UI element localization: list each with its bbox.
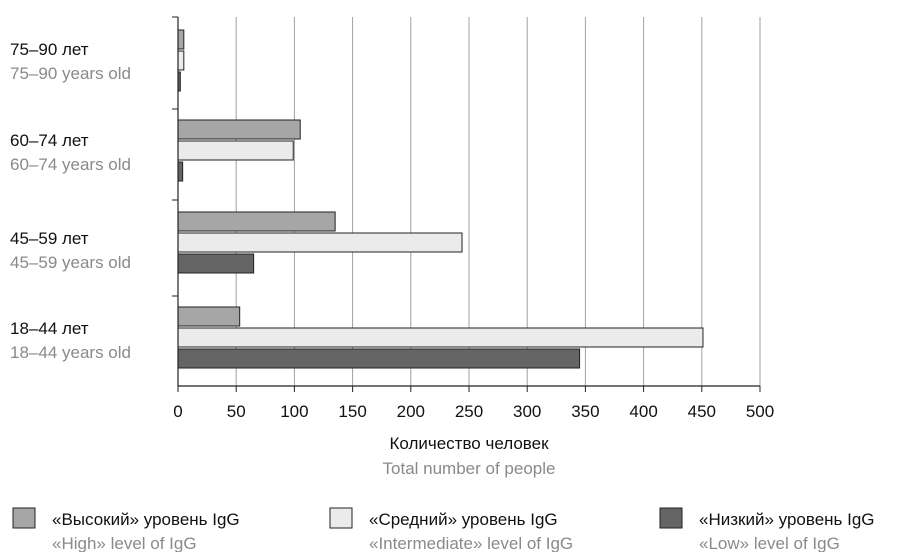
legend-label: «Высокий» уровень IgG	[52, 510, 240, 529]
category-label: 75–90 лет	[10, 40, 89, 59]
x-axis-label-en: Total number of people	[383, 459, 556, 478]
x-tick-label: 0	[173, 402, 182, 421]
legend-swatch	[659, 507, 683, 529]
category-label-en: 45–59 years old	[10, 253, 131, 272]
category-label-en: 18–44 years old	[10, 343, 131, 362]
x-tick-label: 150	[338, 402, 366, 421]
x-axis-label: Количество человек	[389, 434, 549, 453]
x-tick-label: 200	[397, 402, 425, 421]
category-label: 18–44 лет	[10, 319, 89, 338]
bar	[177, 232, 463, 253]
bar	[177, 161, 184, 182]
legend-swatch	[12, 507, 36, 529]
x-tick-label: 400	[629, 402, 657, 421]
x-tick-label: 100	[280, 402, 308, 421]
legend-label: «Низкий» уровень IgG	[699, 510, 875, 529]
bar	[177, 50, 185, 71]
x-tick-label: 250	[455, 402, 483, 421]
legend-swatch	[329, 507, 353, 529]
bar	[177, 306, 241, 327]
category-label: 60–74 лет	[10, 131, 89, 150]
x-tick-label: 450	[688, 402, 716, 421]
legend-label-en: «Low» level of IgG	[699, 534, 840, 552]
category-label: 45–59 лет	[10, 229, 89, 248]
bar	[177, 253, 255, 274]
x-tick-label: 300	[513, 402, 541, 421]
x-tick-label: 500	[746, 402, 774, 421]
bar	[177, 29, 185, 50]
x-tick-label: 50	[227, 402, 246, 421]
x-tick-label: 350	[571, 402, 599, 421]
category-label-en: 60–74 years old	[10, 155, 131, 174]
bar	[177, 140, 294, 161]
category-label-en: 75–90 years old	[10, 64, 131, 83]
bar	[177, 327, 704, 348]
legend-label-en: «Intermediate» level of IgG	[369, 534, 573, 552]
legend-label: «Средний» уровень IgG	[369, 510, 558, 529]
bar	[177, 348, 581, 369]
legend-label-en: «High» level of IgG	[52, 534, 197, 552]
bar	[177, 211, 336, 232]
bar	[177, 119, 301, 140]
